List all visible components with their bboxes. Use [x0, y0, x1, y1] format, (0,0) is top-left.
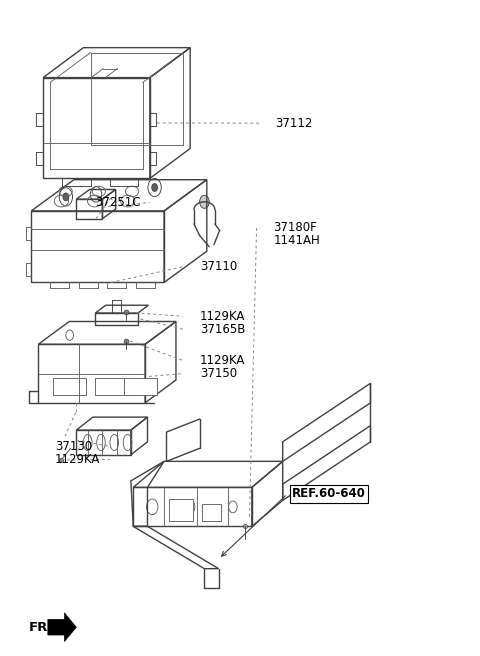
- Text: 37150: 37150: [200, 367, 237, 380]
- Circle shape: [63, 193, 69, 201]
- Text: 37165B: 37165B: [200, 323, 245, 336]
- Polygon shape: [53, 379, 86, 395]
- Text: FR.: FR.: [29, 621, 54, 634]
- Circle shape: [152, 184, 157, 192]
- Polygon shape: [169, 499, 192, 521]
- Text: 37180F: 37180F: [273, 220, 317, 234]
- Circle shape: [200, 195, 209, 209]
- Polygon shape: [96, 379, 129, 395]
- Text: 37251C: 37251C: [96, 196, 141, 209]
- Polygon shape: [202, 504, 221, 521]
- Text: 1129KA: 1129KA: [200, 354, 245, 367]
- Text: 1141AH: 1141AH: [273, 234, 320, 247]
- Text: 1129KA: 1129KA: [200, 310, 245, 323]
- Text: 1129KA: 1129KA: [55, 453, 100, 466]
- Text: 37110: 37110: [200, 260, 237, 273]
- Polygon shape: [124, 379, 157, 395]
- Text: 37130: 37130: [55, 440, 92, 453]
- Polygon shape: [48, 613, 76, 642]
- Text: REF.60-640: REF.60-640: [292, 487, 366, 501]
- Text: 37112: 37112: [276, 117, 313, 130]
